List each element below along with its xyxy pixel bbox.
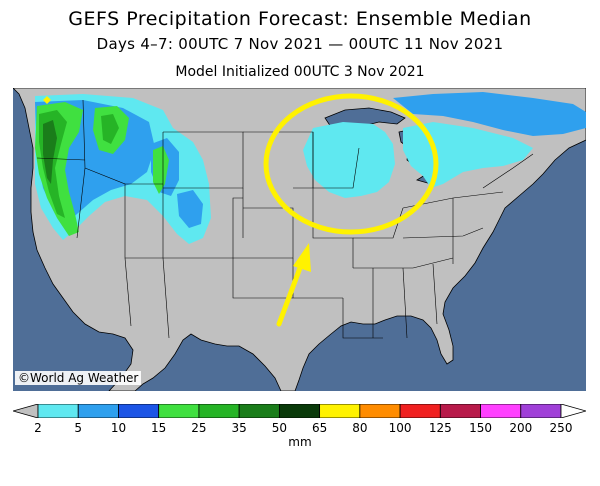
scale-under-triangle bbox=[13, 404, 39, 418]
scale-tick-label: 100 bbox=[388, 421, 412, 435]
scale-tick-label: 2 bbox=[34, 421, 42, 435]
scale-color-cell bbox=[359, 404, 401, 418]
scale-tick-label: 25 bbox=[191, 421, 207, 435]
scale-over-triangle bbox=[560, 404, 586, 418]
scale-color-cell bbox=[520, 404, 562, 418]
scale-color-cell bbox=[198, 404, 240, 418]
scale-tick-label: 80 bbox=[352, 421, 368, 435]
scale-color-cell bbox=[158, 404, 200, 418]
map-credit: ©World Ag Weather bbox=[15, 371, 142, 385]
scale-color-cell bbox=[319, 404, 361, 418]
scale-tick-label: 65 bbox=[311, 421, 328, 435]
scale-color-cell bbox=[480, 404, 522, 418]
forecast-period: Days 4–7: 00UTC 7 Nov 2021 — 00UTC 11 No… bbox=[96, 35, 504, 53]
precipitation-map bbox=[13, 88, 586, 391]
scale-color-cell bbox=[77, 404, 119, 418]
scale-tick-label: 15 bbox=[151, 421, 167, 435]
scale-tick-label: 150 bbox=[469, 421, 492, 435]
scale-tick-label: 250 bbox=[549, 421, 573, 435]
scale-tick-label: 5 bbox=[74, 421, 83, 435]
scale-color-cell bbox=[118, 404, 160, 418]
scale-tick-label: 10 bbox=[110, 421, 127, 435]
scale-color-cell bbox=[439, 404, 481, 418]
scale-tick-label: 50 bbox=[271, 421, 288, 435]
scale-tick-label: 35 bbox=[231, 421, 247, 435]
map-title: GEFS Precipitation Forecast: Ensemble Me… bbox=[68, 8, 532, 30]
highlight-arrow bbox=[276, 243, 311, 327]
scale-color-cell bbox=[238, 404, 280, 418]
scale-color-cell bbox=[278, 404, 321, 418]
scale-color-cell bbox=[37, 404, 79, 418]
highlight-circle bbox=[263, 93, 439, 235]
scale-color-cell bbox=[399, 404, 441, 418]
scale-tick-label: 200 bbox=[509, 421, 533, 435]
scale-tick-label: 125 bbox=[428, 421, 452, 435]
color-scale-bar bbox=[13, 404, 586, 418]
precip-shading bbox=[35, 92, 586, 244]
model-init-time: Model Initialized 00UTC 3 Nov 2021 bbox=[175, 64, 425, 80]
scale-unit: mm bbox=[288, 435, 312, 449]
